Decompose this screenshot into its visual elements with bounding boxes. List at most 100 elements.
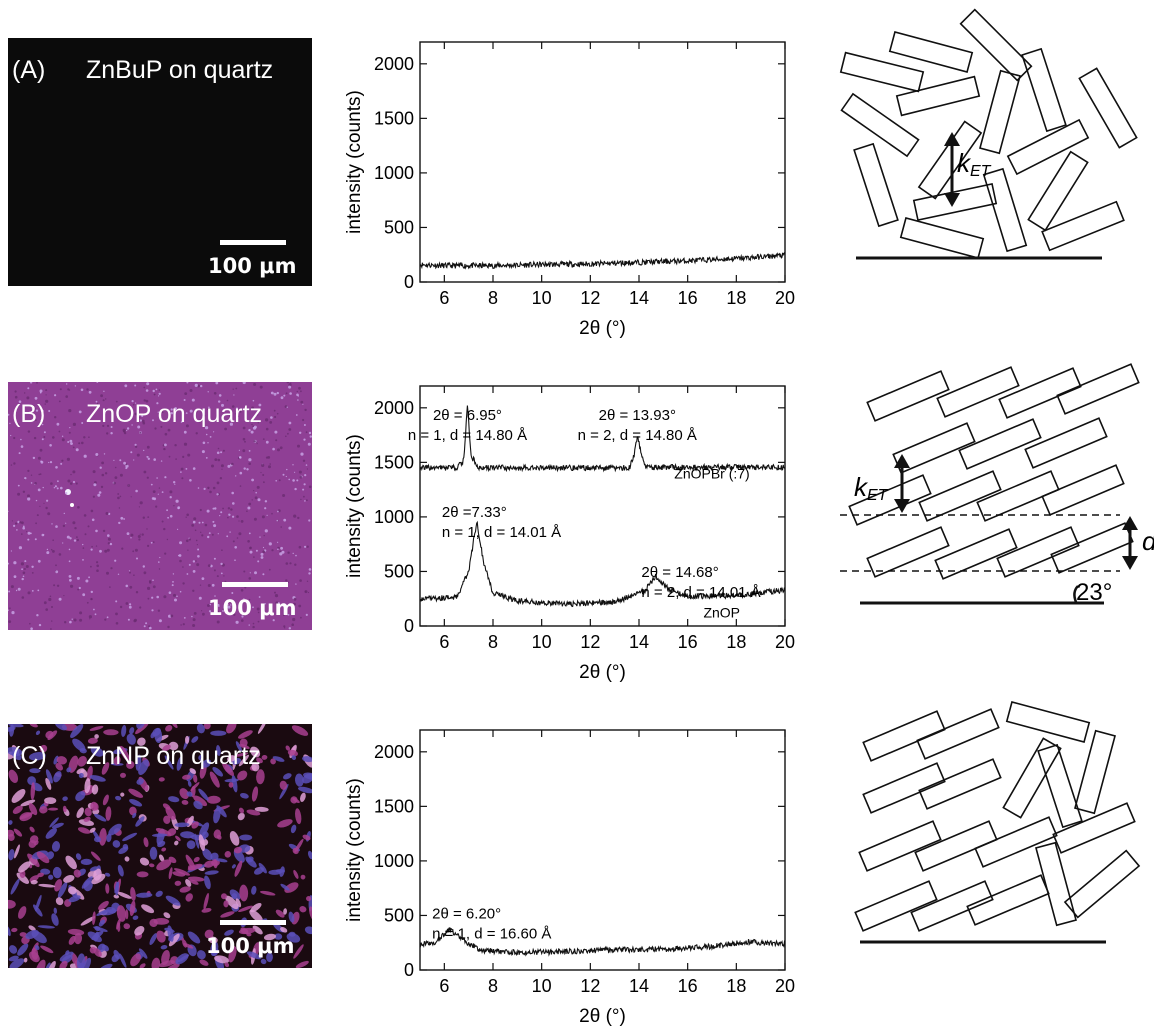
d-label-b: d [1142, 526, 1154, 556]
molecule-rect [858, 820, 942, 872]
plot-frame [419, 385, 786, 627]
molecule-rect [839, 51, 925, 93]
x-axis-label: 2θ (°) [579, 318, 626, 339]
ket-label-a: kET [957, 148, 992, 180]
molecule-rect [914, 820, 998, 872]
x-tick-label: 16 [678, 976, 698, 996]
peak-annotation-angle: 2θ = 14.68° [641, 564, 718, 581]
scale-bar-text-c: 100 μm [206, 934, 295, 958]
peak-annotation-spacing: n = 1, d = 14.80 Å [408, 427, 527, 444]
molecule-rect [1021, 47, 1067, 133]
series-label: ZnOP [703, 604, 740, 620]
x-tick-label: 10 [532, 288, 552, 308]
micrograph-a: (A) ZnBuP on quartz 100 μm [8, 38, 312, 286]
xrd-series-line [419, 927, 786, 957]
molecule-rect [866, 370, 950, 422]
molecule-rect [1027, 150, 1089, 232]
panel-title-c: ZnNP on quartz [86, 742, 261, 770]
molecule-rect [840, 92, 920, 158]
x-tick-label: 14 [629, 288, 649, 308]
plot-frame [419, 41, 786, 283]
panel-label-b: (B) [12, 400, 46, 428]
scale-bar-a [220, 240, 286, 245]
y-tick-label: 1500 [374, 452, 414, 472]
x-tick-label: 16 [678, 288, 698, 308]
molecule-rect [1006, 118, 1090, 176]
d-spacing-arrow [1122, 516, 1138, 570]
xrd-chart-b: 6 8 10 12 14 16 18 20 0 500 1000 1500 2000 2θ (°) inte… [344, 385, 795, 683]
molecule-rect [1037, 743, 1083, 829]
x-axis-label: 2θ (°) [579, 1006, 626, 1027]
x-tick-label: 20 [775, 632, 795, 652]
peak-annotation-spacing: n = 1, d = 14.01 Å [442, 524, 561, 541]
x-tick-label: 12 [580, 288, 600, 308]
molecule-rect [853, 142, 899, 228]
molecule-rect [1056, 363, 1140, 415]
y-tick-label: 500 [384, 561, 414, 581]
schematic-b: kET d 23° [840, 363, 1154, 606]
molecule-rect [1024, 417, 1108, 469]
schematic-c [854, 701, 1141, 944]
scale-bar-c [220, 920, 286, 925]
peak-annotation-spacing: n = 2, d = 14.01 Å [641, 584, 760, 601]
molecule-rect [998, 367, 1082, 419]
molecule-rect [974, 816, 1058, 868]
molecule-rect [936, 366, 1020, 418]
x-tick-label: 6 [439, 632, 449, 652]
micrograph-c: (C) ZnNP on quartz 100 μm [8, 724, 312, 968]
x-tick-label: 6 [439, 976, 449, 996]
y-tick-label: 1500 [374, 108, 414, 128]
molecule-rect [1035, 841, 1077, 927]
peak-annotation-spacing: n = 2, d = 14.80 Å [578, 427, 697, 444]
x-tick-label: 12 [580, 976, 600, 996]
scale-bar-text-a: 100 μm [208, 254, 297, 278]
micrograph-b-image [8, 382, 312, 630]
series-label: ZnOPBr (:7) [674, 466, 749, 482]
y-tick-label: 1000 [374, 851, 414, 871]
x-tick-label: 10 [532, 632, 552, 652]
molecule-rect [958, 418, 1042, 470]
y-tick-label: 0 [404, 960, 414, 980]
scale-bar-text-b: 100 μm [208, 596, 297, 620]
angle-arc [1073, 585, 1079, 603]
peak-annotation-angle: 2θ = 6.95° [433, 407, 502, 424]
x-tick-label: 18 [726, 976, 746, 996]
molecule-rect [916, 708, 1000, 760]
molecule-rect [1078, 67, 1138, 149]
y-tick-label: 2000 [374, 742, 414, 762]
molecule-rect [979, 69, 1021, 155]
y-tick-label: 1000 [374, 163, 414, 183]
molecule-rect [862, 762, 946, 814]
y-tick-label: 2000 [374, 398, 414, 418]
y-axis-label: intensity (counts) [344, 778, 365, 922]
molecule-rect [1063, 849, 1141, 919]
y-tick-label: 500 [384, 905, 414, 925]
molecule-rect [918, 470, 1002, 522]
schematic-a: kET [839, 8, 1138, 260]
molecule-rect [910, 880, 994, 932]
molecule-rect [888, 31, 974, 73]
molecule-rect [917, 120, 983, 200]
y-tick-label: 0 [404, 616, 414, 636]
molecule-rect [1074, 729, 1116, 815]
molecule-rect [966, 874, 1050, 926]
panel-title-a: ZnBuP on quartz [86, 56, 274, 84]
x-tick-label: 16 [678, 632, 698, 652]
x-tick-label: 8 [488, 632, 498, 652]
x-tick-label: 20 [775, 288, 795, 308]
molecule-rect [976, 470, 1060, 522]
molecule-rect [1041, 464, 1125, 516]
molecule-rect [1041, 200, 1125, 252]
micrograph-c-image [8, 724, 312, 968]
x-tick-label: 14 [629, 632, 649, 652]
micrograph-b: (B) ZnOP on quartz 100 μm [8, 382, 312, 630]
molecule-rect [918, 758, 1002, 810]
molecule-rect [1052, 802, 1136, 854]
x-tick-label: 12 [580, 632, 600, 652]
panel-label-a: (A) [12, 56, 46, 84]
xrd-series-line [419, 251, 786, 270]
x-tick-label: 6 [439, 288, 449, 308]
molecule-rect [854, 880, 938, 932]
peak-annotation-angle: 2θ =7.33° [442, 504, 507, 521]
x-tick-label: 20 [775, 976, 795, 996]
